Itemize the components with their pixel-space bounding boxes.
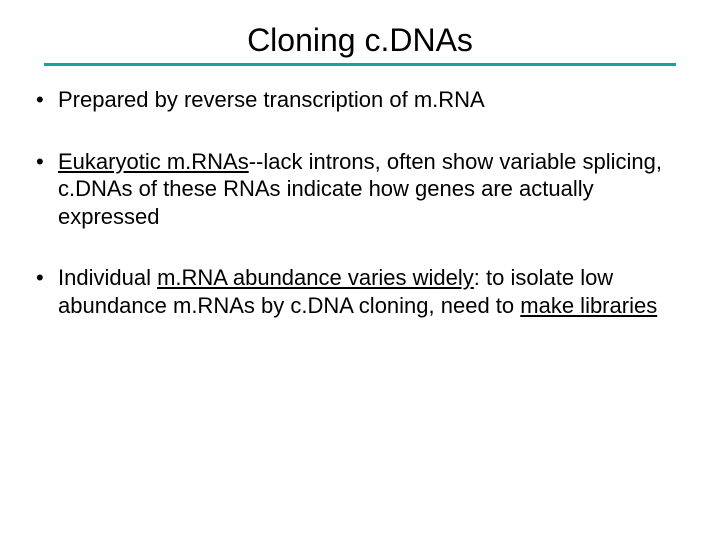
bullet-item: Eukaryotic m.RNAs--lack introns, often s… [36, 148, 684, 231]
bullet-text-segment: Prepared by reverse transcription of m.R… [58, 87, 485, 112]
bullet-item: Prepared by reverse transcription of m.R… [36, 86, 684, 114]
title-underline-rule [44, 63, 676, 66]
slide: Cloning c.DNAs Prepared by reverse trans… [0, 0, 720, 540]
bullet-text-segment: Individual [58, 265, 157, 290]
bullet-text-segment: Eukaryotic m.RNAs [58, 149, 249, 174]
bullet-text-segment: m.RNA abundance varies widely [157, 265, 474, 290]
slide-title: Cloning c.DNAs [36, 22, 684, 59]
bullet-list: Prepared by reverse transcription of m.R… [36, 86, 684, 319]
bullet-text-segment: make libraries [520, 293, 657, 318]
bullet-item: Individual m.RNA abundance varies widely… [36, 264, 684, 319]
